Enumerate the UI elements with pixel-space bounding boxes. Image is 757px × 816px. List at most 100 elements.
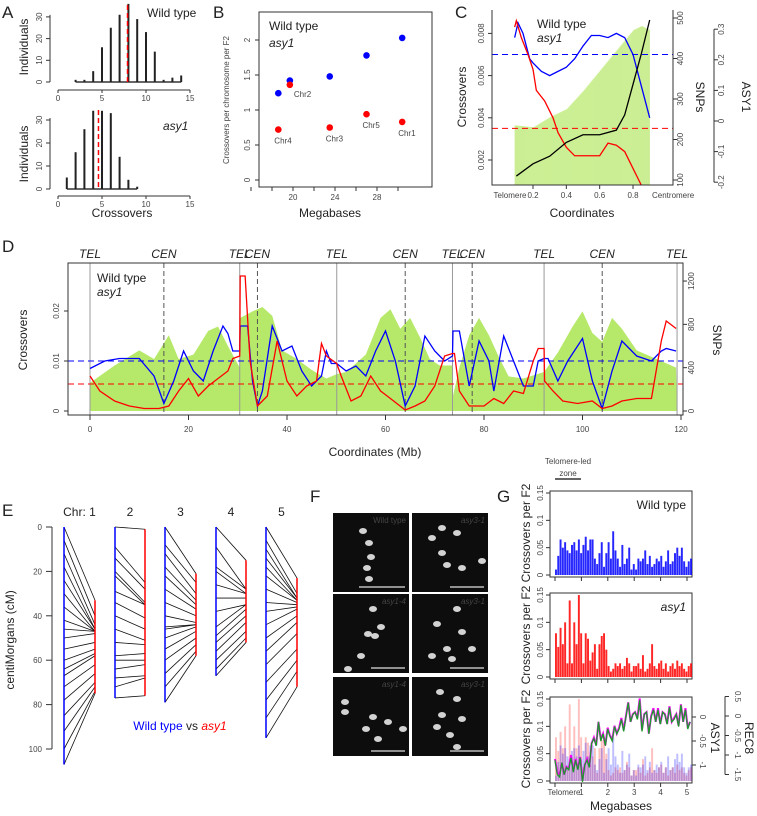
snp-bar <box>544 120 546 185</box>
bar-asy1-faded <box>571 767 573 781</box>
bar-asy1 <box>566 663 569 677</box>
bar-wild-type <box>635 569 638 575</box>
micrograph-label: asy3-1 <box>461 597 485 606</box>
panel-title: asy1 <box>661 600 686 614</box>
micrograph <box>333 594 409 673</box>
bar-asy1-faded <box>593 748 596 781</box>
point-label: Chr1 <box>398 129 416 138</box>
chromosome-spot <box>478 558 486 564</box>
marker-link <box>114 615 146 630</box>
x-tick-label: 100 <box>576 425 590 434</box>
marker-link <box>114 557 146 590</box>
bar-asy1 <box>593 644 596 677</box>
snp-bar <box>647 29 649 185</box>
snp-bar <box>598 71 600 185</box>
snp-bar <box>628 35 630 185</box>
bar-wild-type <box>653 564 656 575</box>
y3-tick-label: 0 <box>717 118 726 123</box>
bar-wild-type <box>609 558 612 575</box>
bar-asy1 <box>667 671 670 677</box>
snp-bar <box>549 117 551 185</box>
marker-link <box>164 626 197 639</box>
bar-asy1 <box>664 663 667 677</box>
bar-asy1-faded <box>584 737 587 781</box>
snp-bar <box>537 124 539 185</box>
bar-wild-type <box>660 555 663 575</box>
chromosome-spot <box>443 646 451 652</box>
marker-link <box>265 548 298 599</box>
marker-link <box>265 557 298 599</box>
legend-label: Wild type <box>147 6 197 20</box>
bar-wild-type-faded <box>639 767 642 781</box>
chromosome-spot <box>428 653 436 659</box>
point-wild-type <box>363 52 370 59</box>
bar-asy1-faded <box>619 767 622 781</box>
bar-asy1 <box>598 644 601 677</box>
bar-wild-type <box>571 544 573 575</box>
y-tick-label: 10 <box>35 161 44 170</box>
x-end-label: Centromere <box>652 191 695 200</box>
y-tick-label: 100 <box>29 745 43 754</box>
snp-bar <box>520 125 522 185</box>
marker-link <box>265 659 298 701</box>
marker-link <box>63 673 96 701</box>
legend-asy1: asy1 <box>97 285 122 299</box>
bar-asy1-faded <box>607 770 610 781</box>
snp-bar <box>615 51 617 185</box>
bar-wild-type-faded <box>600 748 603 781</box>
snp-bar <box>636 28 638 185</box>
bar-wild-type <box>641 558 644 575</box>
bar-wild-type-faded <box>657 767 660 781</box>
micrograph-label: asy3-1 <box>461 680 485 689</box>
marker-label: TEL <box>666 247 688 261</box>
bar-asy1 <box>669 666 672 677</box>
x-axis-label: Crossovers <box>92 206 153 220</box>
bar-wild-type <box>573 542 576 575</box>
chromosome-label: Chr: 1 <box>63 505 96 519</box>
bar-asy1 <box>584 633 587 677</box>
marker-link <box>63 655 96 677</box>
marker-link <box>265 602 298 606</box>
legend-label: asy1 <box>163 119 188 133</box>
legend-wild-type: Wild type <box>537 17 587 31</box>
marker-link <box>164 526 197 574</box>
bar-wild-type <box>685 566 688 575</box>
bar-wild-type <box>598 553 601 575</box>
marker-link <box>215 637 247 670</box>
bar-asy1 <box>559 627 562 677</box>
bar-wild-type <box>575 550 578 575</box>
plot-frame <box>67 262 684 416</box>
y2-tick-label: 800 <box>687 317 696 331</box>
bar-wild-type-faded <box>630 775 633 781</box>
y2-tick-label: 300 <box>676 92 685 106</box>
bar-wild-type-faded <box>555 775 557 781</box>
bar-asy1-faded <box>687 770 690 781</box>
y-tick-label: 0.05 <box>536 745 545 761</box>
y-axis-label: Crossovers per F2 <box>519 689 533 788</box>
bar-asy1-faded <box>621 772 624 781</box>
snp-bar <box>597 73 599 185</box>
bar-asy1-faded <box>674 772 676 781</box>
bar-wild-type <box>667 550 670 575</box>
snp-bar <box>529 126 531 185</box>
marker-link <box>164 630 197 650</box>
micrograph <box>333 677 409 756</box>
panel-letter: A <box>2 3 14 22</box>
chromosome-spot <box>362 726 370 732</box>
bar-asy1 <box>582 663 585 677</box>
bar-asy1 <box>575 644 578 677</box>
bar-wild-type-faded <box>690 764 692 781</box>
snp-bar <box>632 30 634 185</box>
bar-wild-type <box>577 539 580 575</box>
bar-asy1 <box>621 668 624 677</box>
marker-label: CEN <box>151 247 177 261</box>
y2-axis-label: SNPs <box>693 82 707 113</box>
chromosome-number: 2 <box>127 505 134 519</box>
chromosome-spot <box>365 576 373 582</box>
bar-asy1 <box>625 657 628 677</box>
bar-asy1 <box>637 663 640 677</box>
marker-link <box>265 566 298 601</box>
marker-link <box>215 546 247 590</box>
bar-asy1-faded <box>641 759 644 781</box>
snp-bar <box>536 125 538 185</box>
